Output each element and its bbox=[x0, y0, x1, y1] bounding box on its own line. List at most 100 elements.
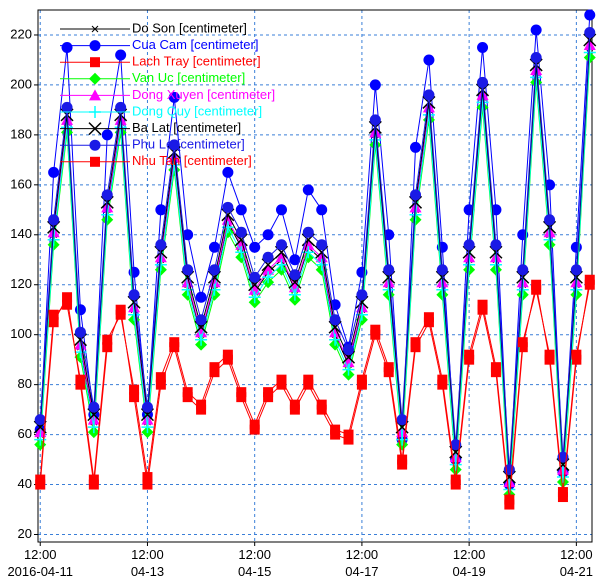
y-tick-label: 60 bbox=[18, 426, 32, 441]
point bbox=[422, 108, 435, 121]
point bbox=[101, 189, 113, 201]
legend-item: Do Son [centimeter] bbox=[60, 20, 247, 35]
legend-marker bbox=[89, 139, 101, 151]
point bbox=[288, 281, 301, 293]
point bbox=[584, 26, 596, 38]
y-tick-label: 200 bbox=[10, 76, 32, 91]
point bbox=[142, 479, 153, 490]
legend-item: Phu Le [centimeter] bbox=[60, 137, 245, 152]
point bbox=[249, 419, 260, 430]
point bbox=[369, 114, 381, 126]
point bbox=[222, 201, 234, 213]
point bbox=[195, 326, 208, 338]
legend-label: Lach Tray [centimeter] bbox=[132, 54, 261, 69]
point bbox=[503, 483, 516, 496]
point bbox=[35, 474, 46, 485]
point bbox=[168, 91, 180, 103]
point bbox=[450, 474, 461, 485]
series bbox=[35, 279, 595, 505]
point bbox=[48, 214, 60, 226]
y-tick-label: 220 bbox=[10, 26, 32, 41]
point bbox=[423, 89, 435, 101]
point bbox=[477, 76, 489, 88]
point bbox=[356, 289, 368, 301]
legend-label: Dong Quy [centimeter] bbox=[132, 103, 262, 118]
point bbox=[168, 158, 181, 171]
point bbox=[235, 226, 247, 238]
legend-marker bbox=[89, 40, 101, 52]
legend-marker bbox=[90, 57, 100, 68]
point bbox=[155, 204, 167, 216]
point bbox=[142, 472, 153, 483]
point bbox=[436, 283, 449, 296]
point bbox=[61, 121, 74, 134]
point bbox=[343, 344, 355, 356]
point bbox=[262, 251, 274, 263]
legend-item: Ba Lat [centimeter] bbox=[60, 120, 241, 136]
point bbox=[87, 413, 100, 425]
point bbox=[222, 166, 234, 178]
point bbox=[463, 258, 476, 271]
point bbox=[449, 458, 462, 471]
point bbox=[115, 49, 127, 61]
point bbox=[34, 426, 47, 438]
legend-marker bbox=[88, 122, 102, 136]
series-line bbox=[39, 32, 591, 470]
point bbox=[289, 269, 301, 281]
series-line bbox=[39, 279, 591, 505]
point bbox=[74, 304, 86, 316]
point bbox=[557, 487, 568, 498]
legend-marker bbox=[90, 156, 100, 167]
point bbox=[316, 399, 327, 410]
legend-marker bbox=[89, 89, 101, 101]
point bbox=[208, 276, 221, 288]
y-tick-label: 40 bbox=[18, 476, 32, 491]
point bbox=[129, 384, 140, 395]
point bbox=[87, 421, 100, 434]
legend-item: Van Uc [centimeter] bbox=[60, 70, 245, 85]
point bbox=[208, 241, 220, 253]
point bbox=[169, 337, 180, 348]
point bbox=[182, 264, 194, 276]
point bbox=[450, 439, 462, 451]
point bbox=[477, 41, 489, 53]
point bbox=[248, 291, 261, 304]
x-tick-label: 12:00 04-17 bbox=[345, 547, 379, 579]
point bbox=[262, 271, 275, 284]
point bbox=[410, 189, 422, 201]
point bbox=[276, 374, 287, 385]
point bbox=[115, 309, 126, 320]
point bbox=[289, 399, 300, 410]
point bbox=[530, 51, 542, 63]
legend-marker bbox=[89, 106, 101, 118]
point bbox=[316, 204, 328, 216]
point bbox=[302, 226, 314, 238]
point bbox=[155, 372, 166, 383]
point bbox=[570, 283, 583, 296]
point bbox=[355, 301, 368, 313]
y-tick-label: 80 bbox=[18, 376, 32, 391]
legend-label: Cua Cam [centimeter] bbox=[132, 37, 258, 52]
legend-item: Dong Quy [centimeter] bbox=[60, 103, 262, 118]
point bbox=[517, 337, 528, 348]
point bbox=[342, 356, 355, 368]
point bbox=[423, 312, 434, 323]
point bbox=[181, 276, 194, 288]
point bbox=[275, 204, 287, 216]
point bbox=[154, 258, 167, 271]
legend-item: Nhu Tan [centimeter] bbox=[60, 153, 252, 168]
point bbox=[249, 271, 261, 283]
point bbox=[490, 239, 502, 251]
point bbox=[195, 333, 208, 346]
point bbox=[516, 283, 529, 296]
point bbox=[369, 133, 382, 146]
point bbox=[129, 392, 140, 403]
y-tick-label: 160 bbox=[10, 176, 32, 191]
point bbox=[141, 413, 154, 425]
legend-marker bbox=[89, 72, 101, 85]
point bbox=[62, 292, 73, 303]
point bbox=[463, 239, 475, 251]
point bbox=[208, 264, 220, 276]
point bbox=[168, 139, 180, 151]
